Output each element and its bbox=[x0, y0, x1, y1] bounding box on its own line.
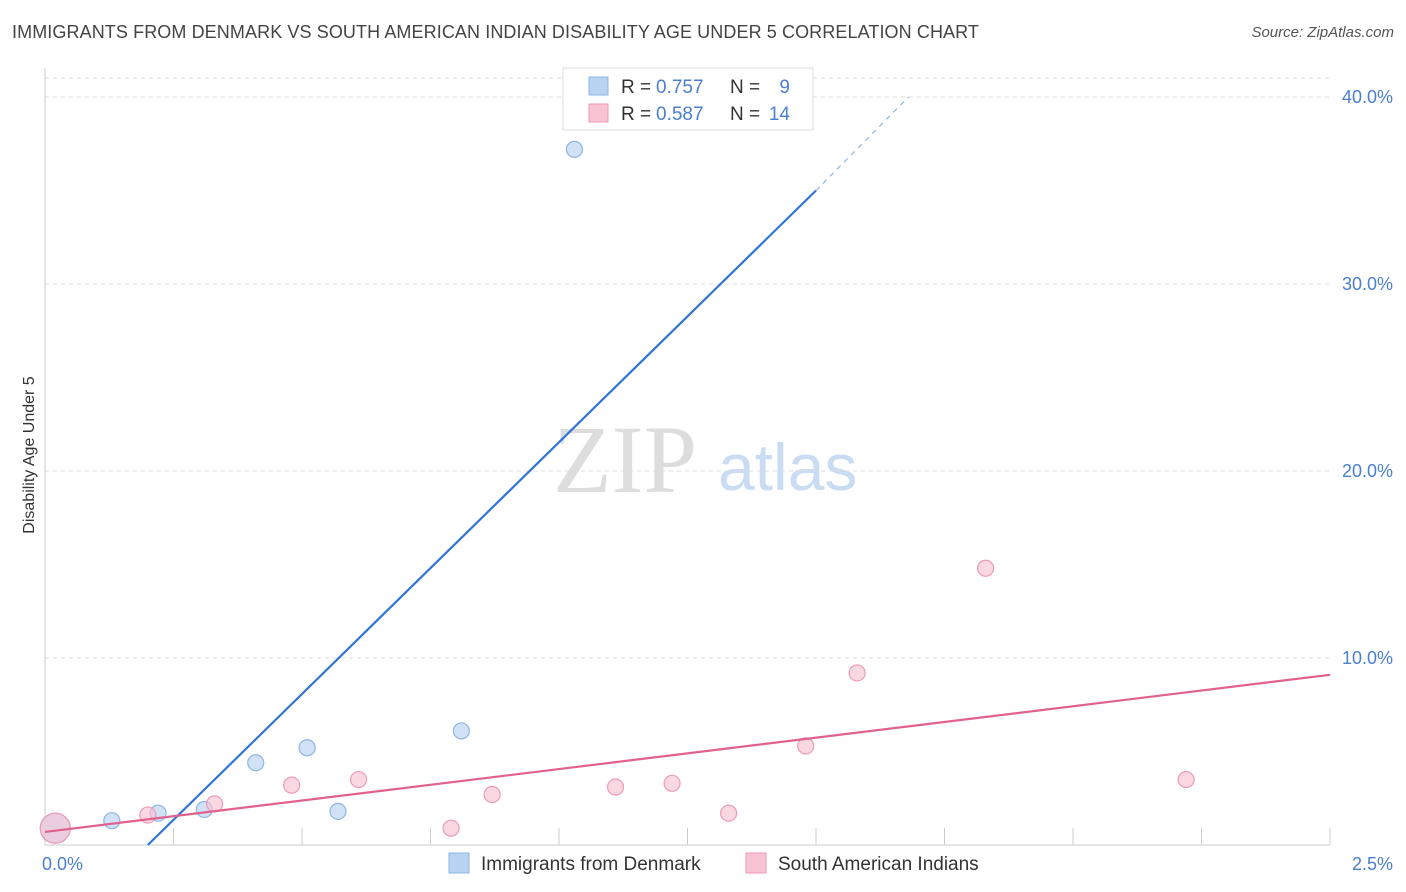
y-tick-label: 40.0% bbox=[1342, 87, 1393, 107]
blue-point[interactable] bbox=[329, 802, 347, 820]
watermark-atlas: atlas bbox=[718, 430, 857, 504]
blue-point[interactable] bbox=[452, 722, 470, 740]
pink-point[interactable] bbox=[442, 819, 460, 837]
x-tick-label: 0.0% bbox=[42, 854, 83, 874]
blue-point[interactable] bbox=[247, 754, 265, 772]
y-tick-label: 20.0% bbox=[1342, 461, 1393, 481]
n-value: 9 bbox=[779, 77, 790, 98]
pink-bottom-legend-swatch bbox=[745, 852, 767, 874]
n-label: N = bbox=[730, 104, 760, 125]
blue-point[interactable] bbox=[565, 140, 584, 158]
blue-legend-swatch bbox=[588, 76, 609, 96]
chart-title: IMMIGRANTS FROM DENMARK VS SOUTH AMERICA… bbox=[12, 22, 980, 42]
pink-point[interactable] bbox=[483, 785, 501, 804]
y-tick-label: 30.0% bbox=[1342, 274, 1393, 294]
pink-point[interactable] bbox=[720, 804, 738, 822]
pink-bottom-legend-label: South American Indians bbox=[778, 854, 979, 875]
r-label: R = bbox=[621, 104, 651, 125]
y-tick-label: 10.0% bbox=[1342, 648, 1393, 668]
x-tick-label: 2.5% bbox=[1352, 854, 1393, 874]
blue-point[interactable] bbox=[298, 739, 316, 757]
pink-point[interactable] bbox=[349, 770, 368, 789]
pink-point[interactable] bbox=[606, 778, 625, 796]
blue-bottom-legend-swatch bbox=[448, 852, 470, 874]
watermark-zip: ZIP bbox=[553, 406, 697, 513]
pink-point[interactable] bbox=[663, 774, 681, 792]
n-label: N = bbox=[730, 77, 760, 98]
n-value: 14 bbox=[769, 104, 791, 125]
blue-bottom-legend-label: Immigrants from Denmark bbox=[481, 854, 701, 875]
blue-point[interactable] bbox=[103, 812, 121, 830]
r-value: 0.757 bbox=[656, 77, 704, 98]
y-axis-title: Disability Age Under 5 bbox=[21, 376, 38, 534]
blue-trend-extension bbox=[815, 96, 909, 191]
r-label: R = bbox=[621, 77, 651, 98]
source-credit: Source: ZipAtlas.com bbox=[1251, 24, 1394, 41]
pink-point[interactable] bbox=[283, 776, 301, 794]
blue-trend-line bbox=[147, 189, 817, 846]
pink-point[interactable] bbox=[1177, 770, 1195, 789]
r-value: 0.587 bbox=[656, 104, 704, 125]
pink-point[interactable] bbox=[977, 559, 995, 577]
pink-point[interactable] bbox=[39, 812, 71, 844]
pink-legend-swatch bbox=[588, 103, 609, 123]
pink-trend-line bbox=[44, 673, 1331, 834]
pink-point[interactable] bbox=[848, 664, 866, 682]
